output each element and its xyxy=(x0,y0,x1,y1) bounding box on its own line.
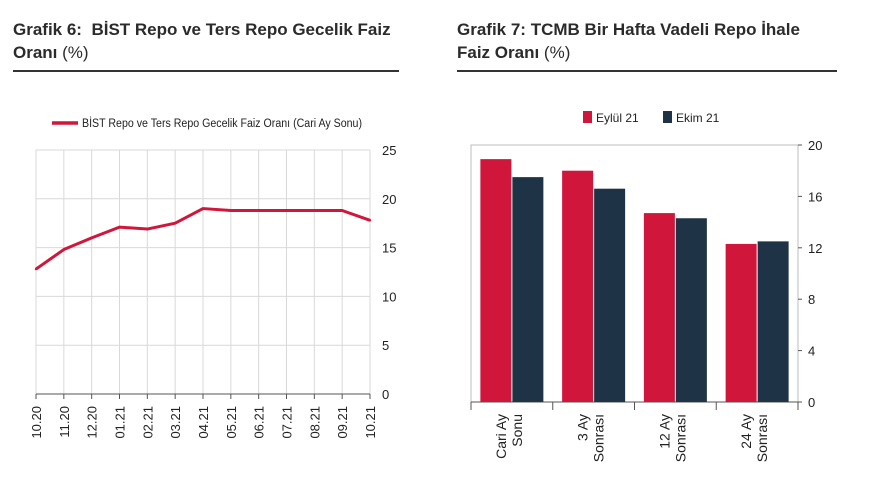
left-x-tick-label: 11.20 xyxy=(57,406,72,438)
left-y-tick-label: 20 xyxy=(382,192,396,207)
left-x-tick-label: 06.21 xyxy=(252,406,267,439)
right-bar-ekim xyxy=(675,218,707,402)
left-y-tick-label: 0 xyxy=(382,387,389,402)
right-y-tick-label: 16 xyxy=(808,189,822,204)
left-y-tick-label: 10 xyxy=(382,289,396,304)
right-bar-ekim xyxy=(512,177,544,402)
right-chart-title: Grafik 7: TCMB Bir Hafta Vadeli Repo İha… xyxy=(457,18,837,64)
right-bar-ekim xyxy=(594,188,626,402)
left-data-point xyxy=(173,222,177,225)
left-x-tick-label: 04.21 xyxy=(196,406,211,439)
right-y-tick-label: 12 xyxy=(808,241,822,256)
left-x-tick-label: 07.21 xyxy=(280,406,295,439)
left-data-point xyxy=(146,227,149,231)
left-x-tick-label: 03.21 xyxy=(168,406,183,439)
left-data-point xyxy=(62,248,66,251)
right-x-tick-label: Sonrası xyxy=(672,414,688,462)
right-legend-swatch-ekim xyxy=(663,111,672,123)
left-title-rule xyxy=(13,70,399,72)
left-x-tick-label: 08.21 xyxy=(307,406,322,439)
right-x-tick-label: Sonu xyxy=(509,414,525,447)
right-title-rule xyxy=(457,70,837,72)
right-legend-label: Ekim 21 xyxy=(676,111,720,125)
right-legend-label: Eylül 21 xyxy=(596,111,639,125)
left-data-point xyxy=(229,209,233,212)
left-data-point xyxy=(34,267,38,271)
right-bar-eylul xyxy=(562,170,594,402)
right-bar-eylul xyxy=(480,159,512,402)
left-x-tick-label: 09.21 xyxy=(335,406,350,439)
right-y-tick-label: 20 xyxy=(808,138,822,153)
left-title-unit: (%) xyxy=(62,43,89,62)
left-x-tick-label: 02.21 xyxy=(140,406,155,439)
right-bar-eylul xyxy=(725,243,757,402)
right-title-prefix: Grafik 7: xyxy=(457,20,526,39)
left-data-point xyxy=(90,236,93,240)
right-x-tick-label: Sonrası xyxy=(754,414,770,462)
left-x-tick-label: 05.21 xyxy=(224,406,239,439)
left-data-point xyxy=(118,225,121,229)
left-x-tick-label: 10.21 xyxy=(363,406,378,439)
left-title-prefix: Grafik 6: xyxy=(13,20,82,39)
right-title-text: TCMB Bir Hafta Vadeli Repo İhale Faiz Or… xyxy=(457,20,800,62)
right-x-tick-label: 24 Ay xyxy=(738,414,754,449)
right-y-tick-label: 8 xyxy=(808,292,815,307)
left-x-tick-label: 12.20 xyxy=(85,406,100,439)
right-x-tick-label: 12 Ay xyxy=(656,414,672,449)
left-data-point xyxy=(285,209,288,212)
right-bar-ekim xyxy=(757,241,789,402)
left-x-tick-label: 01.21 xyxy=(113,406,128,439)
right-legend-swatch-eylul xyxy=(583,111,592,123)
left-data-point xyxy=(313,209,316,212)
right-bar-eylul xyxy=(643,213,675,402)
left-x-tick-label: 10.20 xyxy=(29,406,44,439)
left-legend-label: BİST Repo ve Ters Repo Gecelik Faiz Oran… xyxy=(82,117,362,130)
left-y-tick-label: 15 xyxy=(382,241,396,256)
left-data-point xyxy=(201,207,205,210)
right-y-tick-label: 0 xyxy=(808,395,815,410)
left-y-tick-label: 25 xyxy=(382,143,396,158)
right-y-tick-label: 4 xyxy=(808,344,815,359)
right-title-unit: (%) xyxy=(543,43,571,62)
left-data-point xyxy=(340,209,344,212)
left-data-point xyxy=(368,219,372,222)
right-x-tick-label: Sonrası xyxy=(591,414,607,462)
left-y-tick-label: 5 xyxy=(382,338,389,353)
right-x-tick-label: Cari Ay xyxy=(493,414,509,459)
left-title-text: BİST Repo ve Ters Repo Gecelik Faiz Oran… xyxy=(13,20,391,62)
right-x-tick-label: 3 Ay xyxy=(575,414,591,441)
left-chart-title: Grafik 6: BİST Repo ve Ters Repo Gecelik… xyxy=(13,18,398,64)
left-data-point xyxy=(257,209,260,212)
